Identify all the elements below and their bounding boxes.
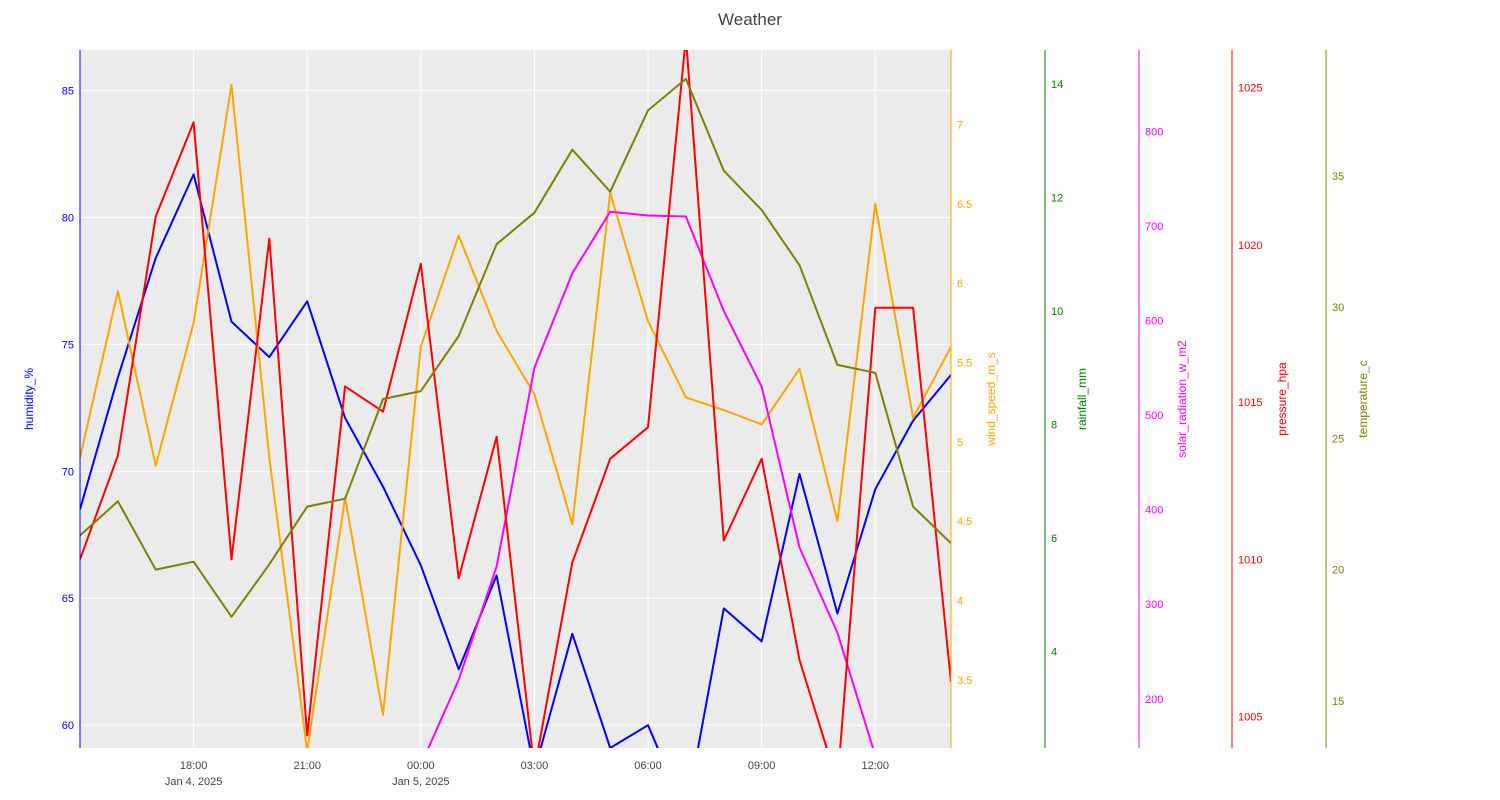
x-tick-sublabel: Jan 4, 2025: [165, 776, 223, 788]
wind-tick-label: 5: [957, 437, 963, 449]
wind-tick-label: 6.5: [957, 199, 972, 211]
plot-area: [80, 50, 951, 748]
temperature-series-line: [80, 77, 951, 618]
temperature-axis-title: temperature_c: [1356, 360, 1370, 437]
x-tick-label: 06:00: [634, 760, 662, 772]
wind-tick-label: 3.5: [957, 675, 972, 687]
rainfall-tick-label: 12: [1051, 193, 1063, 205]
pressure-tick-label: 1015: [1238, 397, 1262, 409]
wind-tick-label: 4.5: [957, 516, 972, 528]
wind-tick-label: 5.5: [957, 358, 972, 370]
pressure-tick-label: 1025: [1238, 83, 1262, 95]
solar-tick-label: 400: [1145, 505, 1163, 517]
pressure-axis-title: pressure_hpa: [1275, 362, 1289, 436]
humidity-tick-label: 65: [62, 593, 74, 605]
x-tick-label: 18:00: [180, 760, 208, 772]
rainfall-tick-label: 8: [1051, 420, 1057, 432]
solar-tick-label: 800: [1145, 126, 1163, 138]
humidity-tick-label: 85: [62, 86, 74, 98]
rainfall-tick-label: 14: [1051, 79, 1063, 91]
x-tick-label: 00:00: [407, 760, 435, 772]
wind-tick-label: 4: [957, 595, 963, 607]
rainfall-axis-title: rainfall_mm: [1075, 368, 1089, 430]
humidity-tick-label: 75: [62, 339, 74, 351]
rainfall-tick-label: 6: [1051, 533, 1057, 545]
solar-axis-title: solar_radiation_w_m2: [1175, 340, 1189, 458]
humidity-axis-title: humidity_%: [22, 368, 36, 430]
pressure-series-line: [80, 50, 951, 748]
solar-tick-label: 200: [1145, 694, 1163, 706]
humidity-series-line: [80, 173, 951, 748]
series-lines: [80, 50, 951, 748]
temperature-tick-label: 25: [1332, 433, 1344, 445]
solar-tick-label: 300: [1145, 599, 1163, 611]
wind-tick-label: 7: [957, 120, 963, 132]
humidity-tick-label: 70: [62, 466, 74, 478]
rainfall-tick-label: 4: [1051, 647, 1057, 659]
x-tick-label: 09:00: [748, 760, 776, 772]
wind-tick-label: 6: [957, 278, 963, 290]
solar-tick-label: 500: [1145, 410, 1163, 422]
x-tick-label: 21:00: [293, 760, 321, 772]
solar-tick-label: 600: [1145, 315, 1163, 327]
humidity-tick-label: 60: [62, 720, 74, 732]
pressure-tick-label: 1020: [1238, 240, 1262, 252]
humidity-tick-label: 80: [62, 213, 74, 225]
solar-tick-label: 700: [1145, 221, 1163, 233]
pressure-tick-label: 1010: [1238, 554, 1262, 566]
temperature-tick-label: 20: [1332, 565, 1344, 577]
chart-title: Weather: [718, 10, 782, 29]
solar-series-line: [427, 210, 875, 748]
wind-axis-title: wind_speed_m_s: [984, 352, 998, 446]
axes: 18:00 Jan 4, 2025 21:00 00:00 Jan 5, 2025 03:…: [22, 50, 1370, 788]
x-tick-sublabel: Jan 5, 2025: [392, 776, 450, 788]
rainfall-tick-label: 10: [1051, 306, 1063, 318]
wind-series-line: [80, 83, 951, 748]
temperature-tick-label: 30: [1332, 302, 1344, 314]
temperature-tick-label: 35: [1332, 171, 1344, 183]
temperature-tick-label: 15: [1332, 696, 1344, 708]
x-tick-label: 12:00: [861, 760, 889, 772]
pressure-tick-label: 1005: [1238, 712, 1262, 724]
x-tick-label: 03:00: [521, 760, 549, 772]
